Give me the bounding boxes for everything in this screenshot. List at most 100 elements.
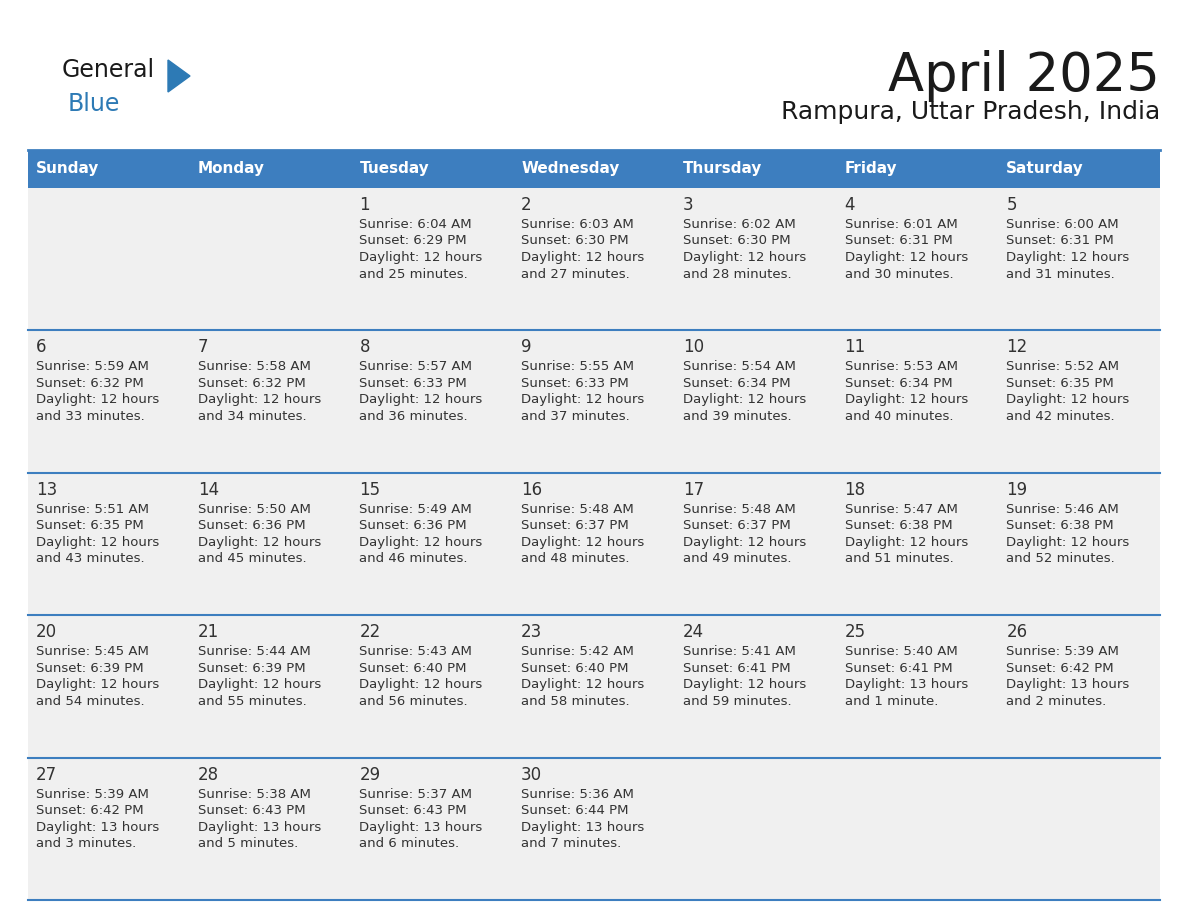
- Text: Sunday: Sunday: [36, 162, 100, 176]
- Bar: [29, 757, 1159, 900]
- Text: Sunset: 6:39 PM: Sunset: 6:39 PM: [197, 662, 305, 675]
- Text: Sunset: 6:37 PM: Sunset: 6:37 PM: [683, 520, 790, 532]
- Text: Sunrise: 5:47 AM: Sunrise: 5:47 AM: [845, 503, 958, 516]
- Text: Daylight: 13 hours: Daylight: 13 hours: [1006, 678, 1130, 691]
- Text: Sunset: 6:34 PM: Sunset: 6:34 PM: [683, 377, 790, 390]
- Text: 28: 28: [197, 766, 219, 784]
- Text: and 31 minutes.: and 31 minutes.: [1006, 267, 1116, 281]
- Text: and 45 minutes.: and 45 minutes.: [197, 553, 307, 565]
- Text: Sunrise: 6:04 AM: Sunrise: 6:04 AM: [360, 218, 472, 231]
- Text: Daylight: 13 hours: Daylight: 13 hours: [197, 821, 321, 834]
- Text: Daylight: 13 hours: Daylight: 13 hours: [845, 678, 968, 691]
- Text: and 46 minutes.: and 46 minutes.: [360, 553, 468, 565]
- Text: Sunset: 6:30 PM: Sunset: 6:30 PM: [522, 234, 628, 248]
- Text: 27: 27: [36, 766, 57, 784]
- Text: Sunset: 6:42 PM: Sunset: 6:42 PM: [1006, 662, 1114, 675]
- Text: Sunrise: 5:53 AM: Sunrise: 5:53 AM: [845, 361, 958, 374]
- Text: Sunset: 6:29 PM: Sunset: 6:29 PM: [360, 234, 467, 248]
- Text: Daylight: 12 hours: Daylight: 12 hours: [197, 678, 321, 691]
- Text: Friday: Friday: [845, 162, 897, 176]
- Text: 12: 12: [1006, 339, 1028, 356]
- Text: 4: 4: [845, 196, 855, 214]
- Text: Daylight: 12 hours: Daylight: 12 hours: [197, 536, 321, 549]
- Text: 14: 14: [197, 481, 219, 498]
- Text: Daylight: 12 hours: Daylight: 12 hours: [360, 394, 482, 407]
- Text: Sunset: 6:33 PM: Sunset: 6:33 PM: [360, 377, 467, 390]
- Text: Daylight: 13 hours: Daylight: 13 hours: [360, 821, 482, 834]
- Text: Sunrise: 5:39 AM: Sunrise: 5:39 AM: [1006, 645, 1119, 658]
- Text: Daylight: 12 hours: Daylight: 12 hours: [1006, 394, 1130, 407]
- Text: Sunrise: 5:48 AM: Sunrise: 5:48 AM: [522, 503, 634, 516]
- Text: Sunrise: 5:55 AM: Sunrise: 5:55 AM: [522, 361, 634, 374]
- Text: 19: 19: [1006, 481, 1028, 498]
- Text: Daylight: 13 hours: Daylight: 13 hours: [36, 821, 159, 834]
- Text: Daylight: 12 hours: Daylight: 12 hours: [522, 678, 644, 691]
- Text: 9: 9: [522, 339, 532, 356]
- Text: Daylight: 12 hours: Daylight: 12 hours: [845, 394, 968, 407]
- Text: 26: 26: [1006, 623, 1028, 641]
- Text: Sunset: 6:42 PM: Sunset: 6:42 PM: [36, 804, 144, 817]
- Bar: [998, 150, 1159, 188]
- Bar: [29, 150, 190, 188]
- Text: and 25 minutes.: and 25 minutes.: [360, 267, 468, 281]
- Text: and 28 minutes.: and 28 minutes.: [683, 267, 791, 281]
- Text: and 1 minute.: and 1 minute.: [845, 695, 939, 708]
- Text: 8: 8: [360, 339, 369, 356]
- Text: Sunset: 6:37 PM: Sunset: 6:37 PM: [522, 520, 628, 532]
- Text: Daylight: 12 hours: Daylight: 12 hours: [522, 394, 644, 407]
- Text: Sunset: 6:35 PM: Sunset: 6:35 PM: [1006, 377, 1114, 390]
- Text: and 7 minutes.: and 7 minutes.: [522, 837, 621, 850]
- Text: and 37 minutes.: and 37 minutes.: [522, 410, 630, 423]
- Text: Sunrise: 5:51 AM: Sunrise: 5:51 AM: [36, 503, 148, 516]
- Text: and 33 minutes.: and 33 minutes.: [36, 410, 145, 423]
- Text: and 27 minutes.: and 27 minutes.: [522, 267, 630, 281]
- Text: Daylight: 12 hours: Daylight: 12 hours: [197, 394, 321, 407]
- Text: Sunset: 6:33 PM: Sunset: 6:33 PM: [522, 377, 628, 390]
- Text: Sunrise: 5:48 AM: Sunrise: 5:48 AM: [683, 503, 796, 516]
- Text: Daylight: 12 hours: Daylight: 12 hours: [522, 536, 644, 549]
- Text: Sunrise: 5:42 AM: Sunrise: 5:42 AM: [522, 645, 634, 658]
- Bar: [29, 330, 1159, 473]
- Text: Sunrise: 5:49 AM: Sunrise: 5:49 AM: [360, 503, 472, 516]
- Text: Sunrise: 5:45 AM: Sunrise: 5:45 AM: [36, 645, 148, 658]
- Text: Daylight: 12 hours: Daylight: 12 hours: [845, 536, 968, 549]
- Text: 25: 25: [845, 623, 866, 641]
- Text: and 6 minutes.: and 6 minutes.: [360, 837, 460, 850]
- Text: Sunset: 6:38 PM: Sunset: 6:38 PM: [1006, 520, 1114, 532]
- Text: 6: 6: [36, 339, 46, 356]
- Bar: [29, 188, 1159, 330]
- Text: 16: 16: [522, 481, 542, 498]
- Text: Daylight: 12 hours: Daylight: 12 hours: [683, 394, 807, 407]
- Text: Sunrise: 6:02 AM: Sunrise: 6:02 AM: [683, 218, 796, 231]
- Text: 10: 10: [683, 339, 704, 356]
- Text: Saturday: Saturday: [1006, 162, 1083, 176]
- Text: Sunrise: 5:37 AM: Sunrise: 5:37 AM: [360, 788, 473, 800]
- Text: Sunset: 6:44 PM: Sunset: 6:44 PM: [522, 804, 628, 817]
- Text: and 34 minutes.: and 34 minutes.: [197, 410, 307, 423]
- Text: 20: 20: [36, 623, 57, 641]
- Text: 2: 2: [522, 196, 532, 214]
- Text: Sunset: 6:41 PM: Sunset: 6:41 PM: [683, 662, 790, 675]
- Text: Daylight: 12 hours: Daylight: 12 hours: [522, 251, 644, 264]
- Text: Tuesday: Tuesday: [360, 162, 429, 176]
- Text: April 2025: April 2025: [889, 50, 1159, 102]
- Bar: [29, 473, 1159, 615]
- Text: 3: 3: [683, 196, 694, 214]
- Text: Daylight: 12 hours: Daylight: 12 hours: [1006, 251, 1130, 264]
- Text: Sunrise: 5:40 AM: Sunrise: 5:40 AM: [845, 645, 958, 658]
- Text: Sunrise: 5:58 AM: Sunrise: 5:58 AM: [197, 361, 310, 374]
- Text: Thursday: Thursday: [683, 162, 763, 176]
- Text: Sunrise: 6:01 AM: Sunrise: 6:01 AM: [845, 218, 958, 231]
- Text: Monday: Monday: [197, 162, 265, 176]
- Text: Sunset: 6:36 PM: Sunset: 6:36 PM: [197, 520, 305, 532]
- Text: Daylight: 13 hours: Daylight: 13 hours: [522, 821, 644, 834]
- Text: Blue: Blue: [68, 92, 120, 116]
- Text: Sunset: 6:36 PM: Sunset: 6:36 PM: [360, 520, 467, 532]
- Text: Sunset: 6:40 PM: Sunset: 6:40 PM: [522, 662, 628, 675]
- Text: 11: 11: [845, 339, 866, 356]
- Text: 18: 18: [845, 481, 866, 498]
- Text: and 56 minutes.: and 56 minutes.: [360, 695, 468, 708]
- Text: 17: 17: [683, 481, 704, 498]
- Text: and 43 minutes.: and 43 minutes.: [36, 553, 145, 565]
- Text: Sunset: 6:40 PM: Sunset: 6:40 PM: [360, 662, 467, 675]
